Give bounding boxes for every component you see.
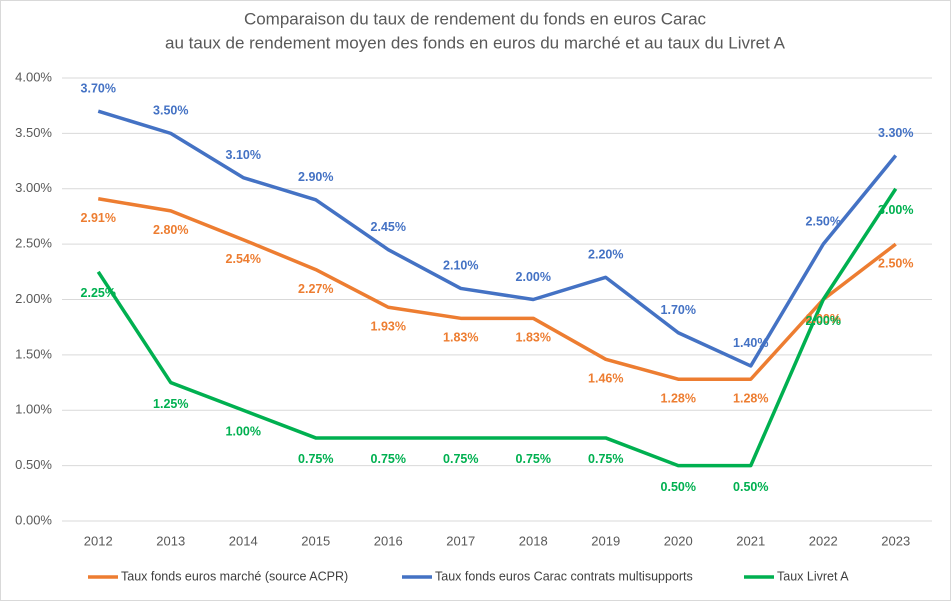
data-label: 1.40% xyxy=(733,336,768,350)
data-label: 1.28% xyxy=(661,392,696,406)
data-label: 1.00% xyxy=(226,425,261,439)
y-tick-label: 3.50% xyxy=(15,125,52,140)
data-label: 0.75% xyxy=(298,452,333,466)
y-tick-label: 1.50% xyxy=(15,346,52,361)
legend-label: Taux fonds euros Carac contrats multisup… xyxy=(435,569,693,583)
data-label: 0.75% xyxy=(443,452,478,466)
data-label: 1.83% xyxy=(516,331,551,345)
x-tick-label: 2021 xyxy=(736,533,765,548)
data-label: 2.00% xyxy=(806,312,841,326)
data-label: 2.90% xyxy=(298,170,333,184)
data-label: 1.93% xyxy=(371,320,406,334)
y-tick-label: 0.50% xyxy=(15,457,52,472)
x-tick-label: 2013 xyxy=(156,533,185,548)
legend-label: Taux fonds euros marché (source ACPR) xyxy=(121,569,348,583)
data-label: 3.50% xyxy=(153,104,188,118)
data-label: 0.50% xyxy=(733,480,768,494)
data-label: 2.91% xyxy=(81,211,116,225)
data-label: 0.50% xyxy=(661,480,696,494)
chart-title: Comparaison du taux de rendement du fond… xyxy=(244,9,707,28)
y-tick-label: 1.00% xyxy=(15,402,52,417)
data-label: 2.50% xyxy=(878,256,913,270)
x-tick-label: 2014 xyxy=(229,533,258,548)
y-tick-label: 4.00% xyxy=(15,69,52,84)
data-label: 2.00% xyxy=(806,314,841,328)
data-label: 2.00% xyxy=(516,270,551,284)
data-label: 2.80% xyxy=(153,223,188,237)
data-label: 1.70% xyxy=(661,303,696,317)
data-label: 0.75% xyxy=(588,452,623,466)
data-label: 2.50% xyxy=(806,214,841,228)
x-tick-label: 2023 xyxy=(881,533,910,548)
legend-label: Taux Livret A xyxy=(777,569,849,583)
x-tick-label: 2020 xyxy=(664,533,693,548)
data-label: 0.75% xyxy=(371,452,406,466)
chart-title: au taux de rendement moyen des fonds en … xyxy=(165,33,786,52)
x-tick-label: 2012 xyxy=(84,533,113,548)
data-label: 1.46% xyxy=(588,372,623,386)
data-label: 3.00% xyxy=(878,203,913,217)
y-tick-label: 0.00% xyxy=(15,512,52,527)
data-label: 1.25% xyxy=(153,397,188,411)
x-tick-label: 2015 xyxy=(301,533,330,548)
x-tick-label: 2017 xyxy=(446,533,475,548)
x-tick-label: 2019 xyxy=(591,533,620,548)
data-label: 3.70% xyxy=(81,82,116,96)
series-line xyxy=(96,187,898,468)
data-label: 2.54% xyxy=(226,252,261,266)
data-label: 1.83% xyxy=(443,331,478,345)
data-label: 2.20% xyxy=(588,248,623,262)
data-label: 3.30% xyxy=(878,126,913,140)
data-label: 2.10% xyxy=(443,259,478,273)
y-tick-label: 2.50% xyxy=(15,236,52,251)
x-tick-label: 2016 xyxy=(374,533,403,548)
data-label: 1.28% xyxy=(733,392,768,406)
data-label: 2.25% xyxy=(81,286,116,300)
y-tick-label: 3.00% xyxy=(15,180,52,195)
y-tick-label: 2.00% xyxy=(15,291,52,306)
series-line xyxy=(97,109,898,368)
data-label: 2.45% xyxy=(371,220,406,234)
data-label: 2.27% xyxy=(298,282,333,296)
x-tick-label: 2018 xyxy=(519,533,548,548)
data-label: 3.10% xyxy=(226,148,261,162)
x-tick-label: 2022 xyxy=(809,533,838,548)
data-label: 0.75% xyxy=(516,452,551,466)
series-line xyxy=(97,196,897,381)
